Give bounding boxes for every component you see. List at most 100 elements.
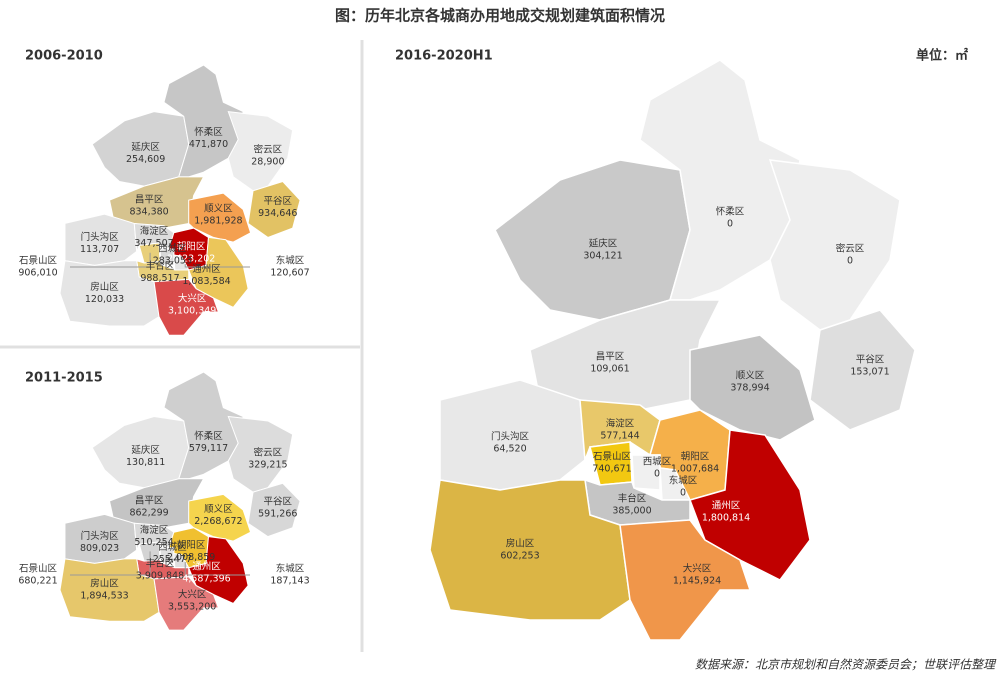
district-value: 0 [727, 219, 733, 230]
district-name: 大兴区 [178, 292, 207, 304]
district-value: 3,909,848 [136, 571, 184, 582]
district-value: 120,607 [270, 268, 309, 279]
district-name: 怀柔区 [194, 126, 223, 138]
district-value: 988,517 [140, 273, 179, 284]
source: 数据来源：北京市规划和自然资源委员会；世联评估整理 [695, 658, 997, 672]
district-name: 密云区 [254, 446, 283, 458]
district-value: 591,266 [258, 509, 297, 520]
district-region [188, 493, 252, 542]
district-region [188, 536, 249, 605]
district-value: 577,144 [600, 431, 639, 442]
district-value: 283,053 [153, 256, 192, 267]
district-name: 平谷区 [264, 497, 293, 508]
district-value: 1,800,814 [702, 513, 750, 524]
district-name: 通州区 [192, 562, 221, 573]
district-name: 东城区 [276, 255, 305, 267]
district-name: 门头沟区 [491, 431, 530, 443]
district-value: 510,254 [134, 537, 173, 548]
district-value: 0 [654, 469, 660, 480]
district-name: 丰台区 [146, 260, 175, 272]
panel-title: 2006-2010 [25, 49, 103, 64]
district-value: 680,221 [18, 576, 57, 587]
district-name: 房山区 [506, 538, 535, 550]
district-name: 大兴区 [178, 589, 207, 601]
district-value: 862,299 [129, 507, 168, 518]
district-name: 西城区 [643, 457, 672, 468]
district-name: 延庆区 [131, 444, 160, 456]
district-name: 门头沟区 [81, 231, 120, 243]
district-value: 378,994 [730, 383, 769, 394]
page-title: 图：历年北京各城商办用地成交规划建筑面积情况 [335, 7, 665, 25]
district-region [159, 547, 175, 564]
district-name: 大兴区 [683, 563, 712, 575]
district-name: 朝阳区 [681, 452, 710, 463]
district-name: 顺义区 [204, 204, 233, 215]
district-value: 1,007,684 [671, 464, 719, 475]
district-value: 255,477 [153, 554, 192, 565]
district-name: 平谷区 [856, 355, 885, 366]
district-name: 密云区 [254, 143, 283, 155]
district-value: 3,553,200 [168, 602, 216, 613]
district-value: 579,117 [189, 443, 228, 454]
district-name: 海淀区 [140, 225, 169, 237]
district-name: 昌平区 [596, 352, 625, 363]
district-region [188, 192, 252, 243]
district-value: 64,520 [493, 444, 526, 455]
district-name: 房山区 [90, 578, 119, 590]
district-name: 昌平区 [135, 495, 164, 506]
district-name: 石景山区 [19, 564, 58, 575]
district-name: 石景山区 [19, 256, 58, 267]
district-value: 329,215 [248, 459, 287, 470]
district-value: 153,071 [850, 367, 889, 378]
district-name: 朝阳区 [177, 241, 206, 252]
district-value: 834,380 [129, 207, 168, 218]
district-value: 109,061 [590, 364, 629, 375]
district-value: 28,900 [251, 156, 284, 167]
leader-line [184, 562, 250, 576]
district-value: 1,981,928 [194, 216, 242, 227]
district-name: 延庆区 [589, 238, 618, 250]
district-name: 密云区 [836, 243, 865, 255]
district-region [619, 519, 752, 641]
district-value: 809,023 [80, 543, 119, 554]
leader-line [70, 551, 151, 576]
district-name: 昌平区 [135, 195, 164, 206]
district-name: 延庆区 [131, 141, 160, 153]
district-value: 347,507 [134, 238, 173, 249]
district-name: 通州区 [712, 501, 741, 512]
district-value: 471,870 [189, 139, 228, 150]
district-region [163, 64, 244, 178]
district-name: 通州区 [192, 264, 221, 275]
district-region [631, 454, 661, 491]
leader-line [184, 263, 250, 268]
district-value: 0 [680, 488, 686, 499]
district-region [188, 236, 249, 308]
district-value: 254,609 [126, 154, 165, 165]
district-value: 1,145,924 [673, 576, 721, 587]
leader-line [70, 252, 151, 268]
district-value: 385,000 [612, 506, 651, 517]
district-region [159, 248, 175, 266]
district-value: 1,894,533 [80, 591, 128, 602]
district-region [153, 576, 220, 631]
map: 延庆区304,121怀柔区0密云区0平谷区153,071昌平区109,061顺义… [429, 59, 916, 641]
district-value: 113,707 [80, 244, 119, 255]
district-value: 0 [847, 256, 853, 267]
district-value: 1,083,584 [182, 276, 230, 287]
district-name: 海淀区 [606, 418, 635, 430]
district-value: 4,587,396 [182, 574, 230, 585]
district-value: 3,100,349 [168, 305, 216, 316]
district-region [163, 371, 244, 480]
district-name: 石景山区 [593, 452, 632, 463]
district-name: 门头沟区 [81, 530, 120, 542]
district-region [689, 429, 811, 581]
panel-title: 2011-2015 [25, 371, 103, 386]
district-name: 海淀区 [140, 524, 169, 536]
district-name: 顺义区 [204, 504, 233, 515]
unit: 单位：㎡ [916, 48, 968, 64]
district-value: 2,268,672 [194, 516, 242, 527]
district-name: 房山区 [90, 281, 119, 293]
